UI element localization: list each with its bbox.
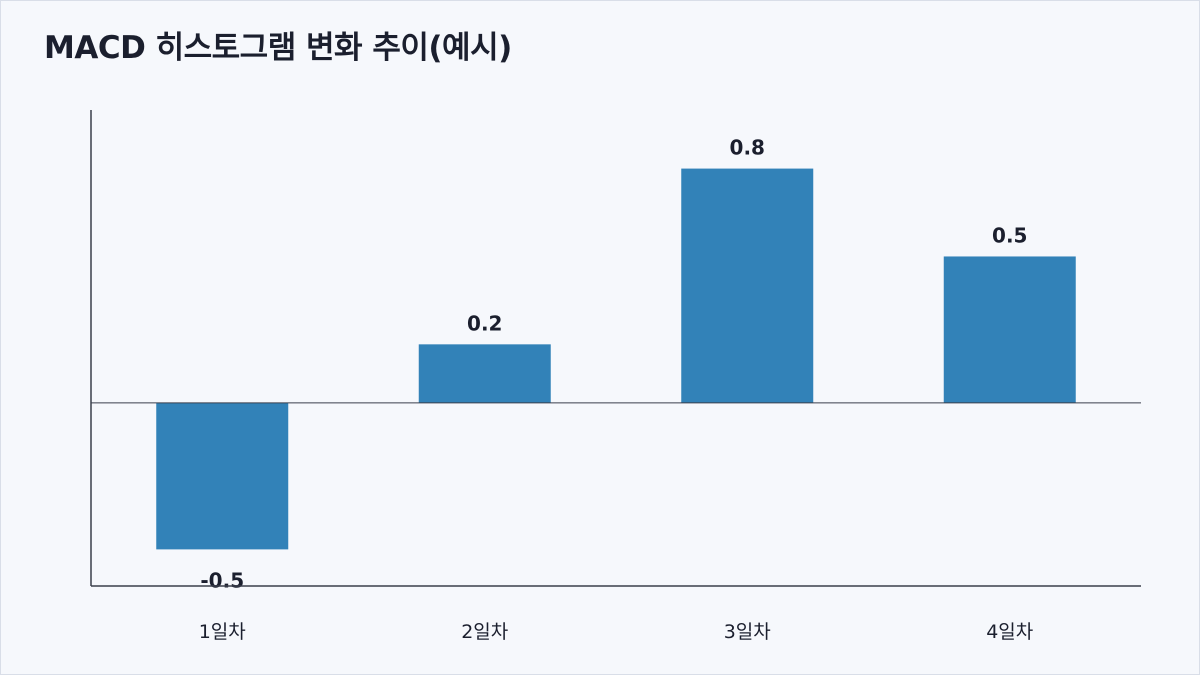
chart-title: MACD 히스토그램 변화 추이(예시) <box>44 30 512 66</box>
x-tick-label-1: 1일차 <box>199 621 246 643</box>
data-labels-group: -0.5 0.2 0.8 0.5 <box>200 136 1027 593</box>
data-label-4: 0.5 <box>992 223 1027 247</box>
x-tick-label-4: 4일차 <box>986 621 1033 643</box>
data-label-2: 0.2 <box>467 311 502 335</box>
bar-1 <box>156 402 289 550</box>
data-label-3: 0.8 <box>730 136 765 160</box>
bar-3 <box>681 168 814 403</box>
x-tick-labels-group: 1일차 2일차 3일차 4일차 <box>199 621 1034 643</box>
bar-4 <box>943 256 1076 403</box>
bars-group <box>156 168 1076 550</box>
data-label-1: -0.5 <box>200 568 244 592</box>
x-tick-label-2: 2일차 <box>461 621 508 643</box>
x-tick-label-3: 3일차 <box>724 621 771 643</box>
bar-2 <box>418 344 551 403</box>
